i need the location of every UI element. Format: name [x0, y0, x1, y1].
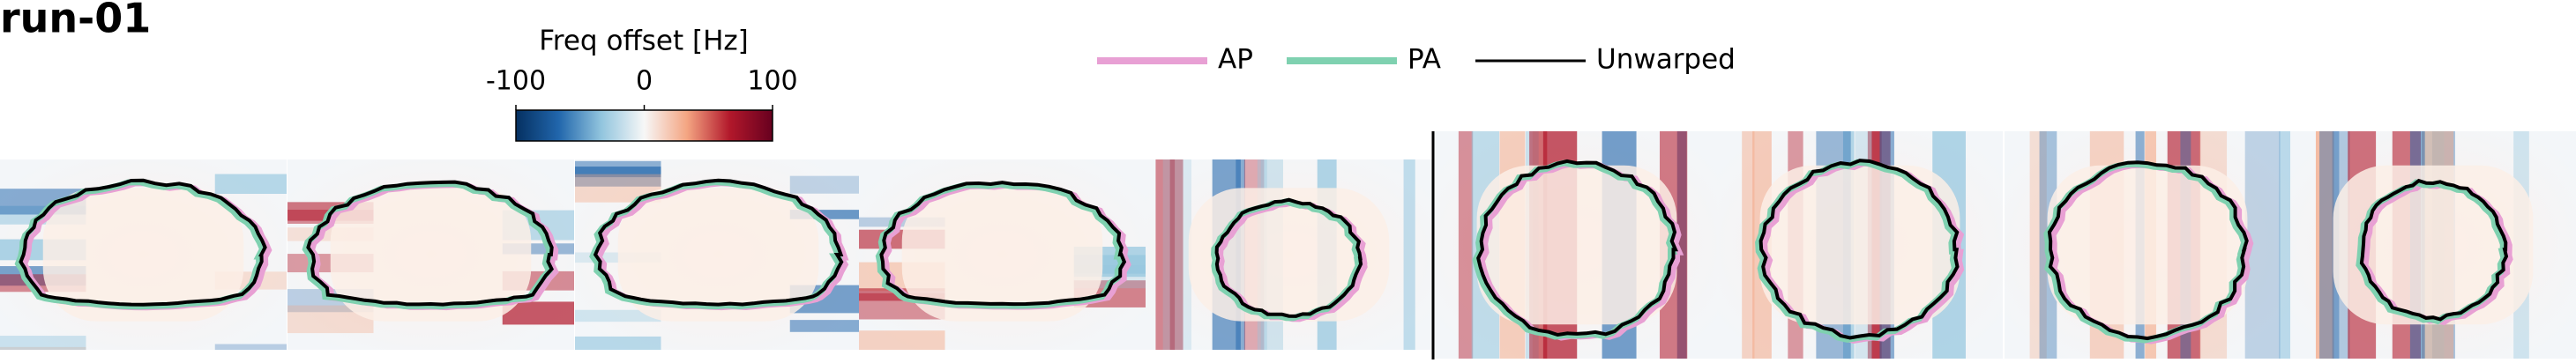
- brain-bg: [617, 188, 819, 322]
- brain-bg: [42, 188, 244, 322]
- panel: [287, 159, 574, 350]
- field-band: [2029, 131, 2047, 359]
- field-band: [0, 336, 86, 350]
- colorbar-label: Freq offset [Hz]: [539, 26, 749, 57]
- contour: [306, 180, 555, 307]
- field-band: [1403, 159, 1415, 350]
- contour: [1214, 197, 1363, 318]
- legend-label: AP: [1218, 44, 1253, 76]
- panel: [0, 159, 287, 350]
- field-band: [2319, 131, 2340, 359]
- colorbar: [515, 109, 773, 142]
- panel-image: [1434, 131, 1720, 359]
- panel: [1146, 159, 1432, 350]
- field-band: [214, 174, 287, 195]
- field-band: [789, 320, 862, 332]
- legend-label: Unwarped: [1596, 44, 1736, 76]
- panel: [1717, 131, 2003, 359]
- panel: [859, 159, 1146, 350]
- colorbar-tick-label: 100: [747, 66, 797, 97]
- field-band: [575, 336, 661, 350]
- contour: [2047, 160, 2249, 341]
- panel-image: [575, 159, 862, 350]
- field-band: [1162, 159, 1191, 350]
- panel: [2290, 131, 2576, 359]
- legend-label: PA: [1407, 44, 1441, 76]
- brain-bg: [1476, 165, 1677, 325]
- field-band: [1458, 131, 1474, 359]
- contour: [1476, 159, 1678, 337]
- panel: [575, 159, 862, 350]
- contour: [879, 181, 1127, 307]
- panel-image: [1717, 131, 2003, 359]
- title: run-01: [0, 0, 151, 42]
- field-band: [1169, 159, 1183, 350]
- brain-bg: [2047, 165, 2248, 325]
- panel-image: [859, 159, 1146, 350]
- field-band: [2279, 131, 2290, 359]
- brain-bg: [901, 188, 1103, 322]
- panel-image: [1146, 159, 1432, 350]
- contour: [1758, 159, 1960, 340]
- panel-image: [287, 159, 574, 350]
- field-band: [0, 346, 86, 350]
- contour: [593, 178, 844, 307]
- field-band: [789, 175, 862, 194]
- panel-image: [2005, 131, 2290, 359]
- brain-bg: [1759, 165, 1960, 325]
- field-band: [575, 160, 661, 187]
- field-band: [575, 167, 661, 178]
- field-band: [2315, 131, 2334, 359]
- brain-bg: [330, 188, 532, 322]
- field-band: [789, 210, 862, 219]
- contour: [2359, 178, 2509, 322]
- panel: [2005, 131, 2290, 359]
- field-band: [575, 309, 661, 322]
- colorbar-tick-label: -100: [486, 66, 546, 97]
- contour: [19, 178, 267, 307]
- field-band: [1742, 131, 1755, 359]
- field-band: [859, 330, 945, 350]
- panel-image: [0, 159, 287, 350]
- panels: [0, 131, 2576, 359]
- panel: [1434, 131, 1720, 359]
- field-band: [214, 344, 287, 350]
- panel-image: [2290, 131, 2576, 359]
- colorbar-tick-label: 0: [636, 66, 653, 97]
